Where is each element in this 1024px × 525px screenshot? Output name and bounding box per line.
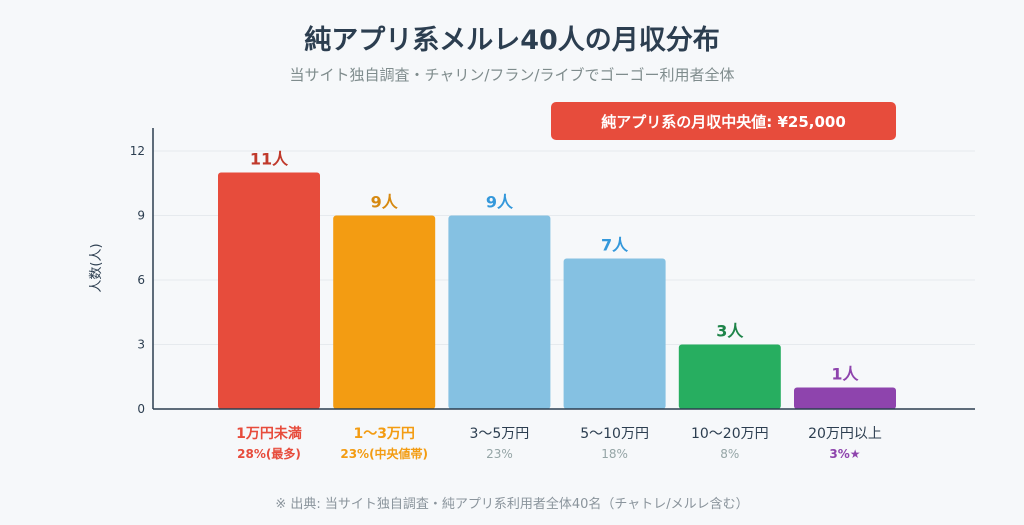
bar <box>333 215 436 409</box>
x-tick-label: 20万円以上 <box>808 426 882 442</box>
bars <box>218 172 896 409</box>
chart-subtitle: 当サイト独自調査・チャリン/フラン/ライブでゴーゴー利用者全体 <box>289 66 735 84</box>
bar <box>794 387 896 409</box>
chart-title: 純アプリ系メルレ40人の月収分布 <box>304 25 720 56</box>
bar <box>678 344 781 409</box>
y-tick-label: 0 <box>137 402 145 416</box>
y-tick-labels: 0 3 6 9 12 <box>130 144 145 416</box>
y-tick-label: 9 <box>137 209 145 223</box>
y-tick-label: 3 <box>137 338 145 352</box>
bar-value-label: 11人 <box>250 150 289 169</box>
bar <box>218 172 320 409</box>
y-tick-label: 12 <box>130 144 145 158</box>
y-tick-label: 6 <box>137 273 145 287</box>
percent-label: 23%(中央値帯) <box>340 446 428 461</box>
percent-label: 18% <box>601 447 628 461</box>
bar-labels: 11人 1万円未満 28%(最多) 9人 1〜3万円 23%(中央値帯) 9人 3〜5万円 23… <box>236 150 882 462</box>
median-badge: 純アプリ系の月収中央値: ¥25,000 <box>551 102 896 140</box>
source-note: ※ 出典: 当サイト独自調査・純アプリ系利用者全体40名（チャトレ/メルレ含む） <box>275 497 749 512</box>
bar-value-label: 7人 <box>601 236 629 255</box>
x-tick-label: 10〜20万円 <box>691 426 769 442</box>
x-tick-label: 1万円未満 <box>236 425 302 442</box>
percent-label: 8% <box>720 447 739 461</box>
bar <box>448 215 551 409</box>
bar-value-label: 9人 <box>371 193 399 212</box>
percent-label: 3%★ <box>829 447 860 461</box>
bar-value-label: 1人 <box>831 365 859 384</box>
bar-value-label: 3人 <box>716 322 744 341</box>
x-tick-label: 1〜3万円 <box>353 426 414 442</box>
x-tick-label: 5〜10万円 <box>580 426 649 442</box>
percent-label: 28%(最多) <box>237 446 301 461</box>
axes <box>152 128 975 410</box>
y-axis-label: 人数(人) <box>89 243 104 292</box>
percent-label: 23% <box>486 447 513 461</box>
x-tick-label: 3〜5万円 <box>469 426 529 442</box>
bar <box>563 258 666 409</box>
bar-value-label: 9人 <box>486 193 514 212</box>
